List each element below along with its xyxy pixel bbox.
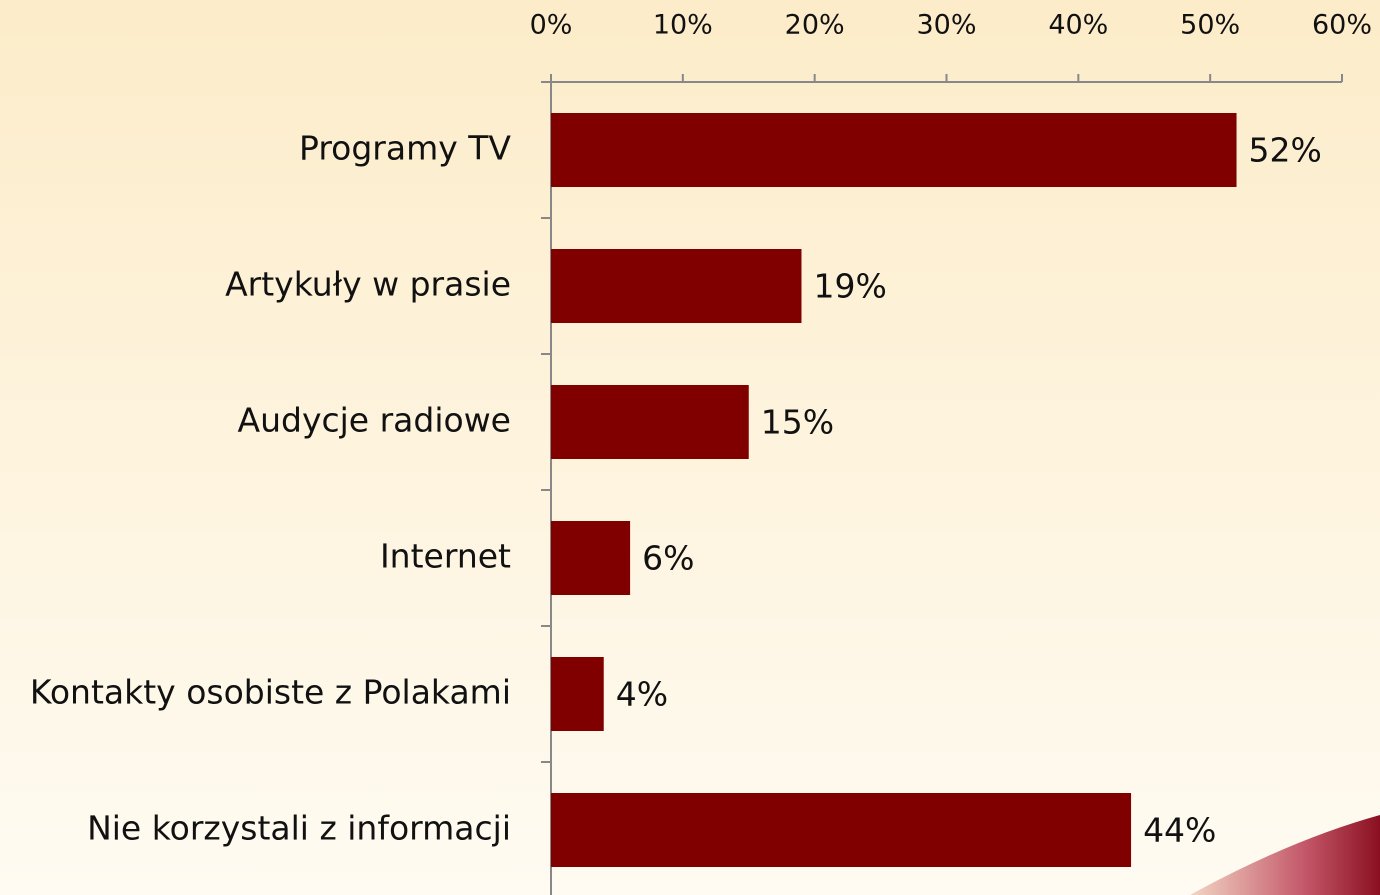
y-tick-label: Programy TV bbox=[299, 129, 511, 168]
x-tick-label: 50% bbox=[1180, 10, 1240, 41]
bar bbox=[551, 793, 1132, 867]
decoration-swoosh bbox=[1190, 815, 1380, 895]
y-tick-label: Artykuły w prasie bbox=[225, 265, 511, 304]
x-tick-label: 20% bbox=[785, 10, 845, 41]
y-tick-label: Kontakty osobiste z Polakami bbox=[30, 673, 511, 712]
data-label: 6% bbox=[642, 539, 694, 578]
x-tick-label: 0% bbox=[530, 10, 573, 41]
bar bbox=[551, 113, 1237, 187]
bar bbox=[551, 385, 749, 459]
data-label: 52% bbox=[1249, 131, 1322, 170]
data-label: 44% bbox=[1143, 811, 1216, 850]
x-tick-label: 30% bbox=[916, 10, 976, 41]
bar bbox=[551, 249, 802, 323]
data-label: 15% bbox=[761, 403, 834, 442]
x-tick-label: 60% bbox=[1312, 10, 1372, 41]
y-tick-label: Nie korzystali z informacji bbox=[87, 809, 511, 848]
x-tick-label: 40% bbox=[1048, 10, 1108, 41]
data-label: 4% bbox=[616, 675, 668, 714]
y-tick-label: Audycje radiowe bbox=[238, 401, 511, 440]
x-tick-label: 10% bbox=[653, 10, 713, 41]
data-label: 19% bbox=[813, 267, 886, 306]
y-tick-label: Internet bbox=[380, 537, 511, 576]
bar bbox=[551, 521, 631, 595]
bar bbox=[551, 657, 604, 731]
